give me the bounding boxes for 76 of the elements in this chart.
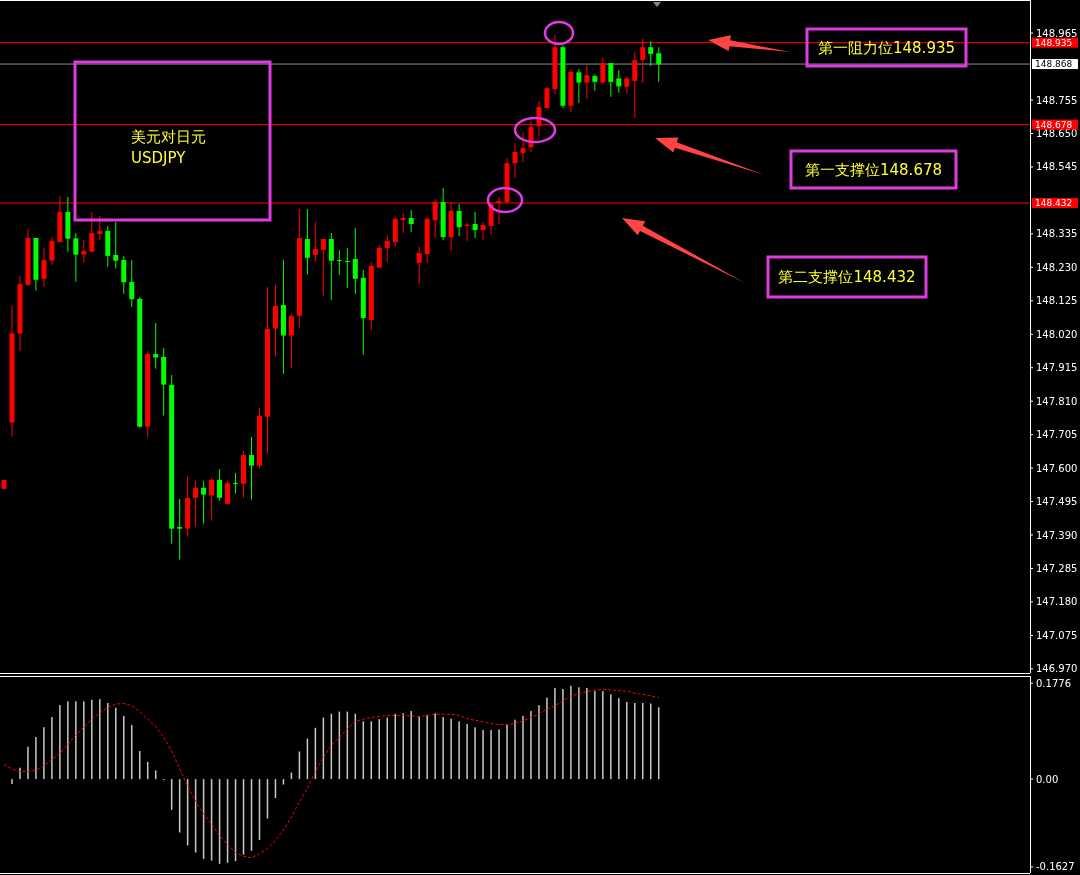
candlestick bbox=[648, 40, 654, 67]
y-tick-label: 148.335 bbox=[1036, 228, 1078, 240]
ref-line-label: 148.868 bbox=[1035, 59, 1073, 70]
candlestick bbox=[233, 472, 239, 495]
y-tick-label: 147.285 bbox=[1036, 562, 1078, 574]
candlestick bbox=[193, 480, 199, 528]
candlestick bbox=[304, 208, 310, 276]
candlestick bbox=[41, 247, 47, 288]
candlestick bbox=[49, 236, 55, 266]
y-tick-label: 147.810 bbox=[1036, 395, 1078, 407]
y-tick-label: 148.020 bbox=[1036, 328, 1078, 340]
candlestick bbox=[177, 498, 183, 561]
y-tick-label: 0.00 bbox=[1036, 773, 1059, 785]
ref-line-label: 148.935 bbox=[1035, 37, 1073, 48]
candlestick bbox=[512, 142, 518, 179]
candlestick bbox=[584, 64, 590, 100]
annotation: 美元对日元 USDJPY bbox=[131, 128, 206, 168]
candlestick bbox=[73, 232, 79, 283]
line-series bbox=[3, 688, 660, 859]
candlestick bbox=[320, 238, 326, 297]
candlestick bbox=[608, 62, 614, 98]
y-tick-label: 148.230 bbox=[1036, 261, 1078, 273]
y-tick-label: 147.495 bbox=[1036, 496, 1078, 508]
candlestick bbox=[328, 232, 334, 301]
candlestick bbox=[81, 239, 87, 264]
y-tick-label: 148.650 bbox=[1036, 128, 1078, 140]
y-tick-label: 148.125 bbox=[1036, 295, 1078, 307]
candlestick bbox=[376, 244, 382, 269]
y-tick-label: 147.915 bbox=[1036, 362, 1078, 374]
candlestick bbox=[616, 69, 622, 94]
candlestick bbox=[400, 212, 406, 234]
candlestick bbox=[217, 468, 223, 502]
y-tick-label: 148.755 bbox=[1036, 94, 1078, 106]
candlestick bbox=[576, 68, 582, 104]
candlestick bbox=[352, 227, 358, 295]
y-tick-label: 147.390 bbox=[1036, 529, 1078, 541]
candlestick bbox=[600, 57, 606, 85]
candlestick bbox=[201, 480, 207, 525]
y-tick-label: 148.545 bbox=[1036, 161, 1078, 173]
y-tick-label: 147.600 bbox=[1036, 462, 1078, 474]
candlestick bbox=[312, 221, 318, 263]
candlestick bbox=[113, 221, 119, 270]
ref-line-label: 148.678 bbox=[1035, 119, 1073, 130]
candlestick bbox=[656, 46, 662, 83]
candlestick bbox=[97, 215, 103, 241]
y-tick-label: 147.075 bbox=[1036, 629, 1078, 641]
candlestick bbox=[336, 249, 342, 276]
candlestick bbox=[480, 221, 486, 241]
candlestick bbox=[416, 246, 422, 286]
candlestick bbox=[344, 247, 350, 289]
candlestick bbox=[209, 477, 215, 522]
candlestick bbox=[121, 255, 127, 295]
ref-line-label: 148.432 bbox=[1035, 198, 1073, 209]
candlestick bbox=[408, 209, 414, 233]
candlestick bbox=[472, 211, 478, 239]
y-tick-label: 147.705 bbox=[1036, 429, 1078, 441]
candlestick bbox=[225, 480, 231, 505]
candlestick bbox=[288, 313, 294, 369]
candlestick bbox=[89, 211, 95, 253]
y-tick-label: 147.180 bbox=[1036, 596, 1078, 608]
candlestick bbox=[272, 284, 278, 358]
candlestick bbox=[632, 51, 638, 119]
candlestick bbox=[129, 259, 135, 308]
y-tick-label: 0.1776 bbox=[1036, 677, 1071, 689]
annotation: 第二支撑位148.432 bbox=[778, 268, 916, 287]
candlestick bbox=[392, 216, 398, 248]
candlestick bbox=[249, 436, 255, 501]
candlestick bbox=[153, 322, 159, 370]
y-tick-label: -0.1627 bbox=[1036, 861, 1075, 873]
y-tick-label: 148.965 bbox=[1036, 27, 1078, 39]
candlestick bbox=[384, 234, 390, 263]
annotation: 第一支撑位148.678 bbox=[804, 160, 943, 179]
candlestick bbox=[520, 131, 526, 163]
annotation: 第一阻力位148.935 bbox=[817, 38, 956, 57]
y-tick-label: 146.970 bbox=[1036, 663, 1078, 675]
candlestick bbox=[456, 203, 462, 237]
